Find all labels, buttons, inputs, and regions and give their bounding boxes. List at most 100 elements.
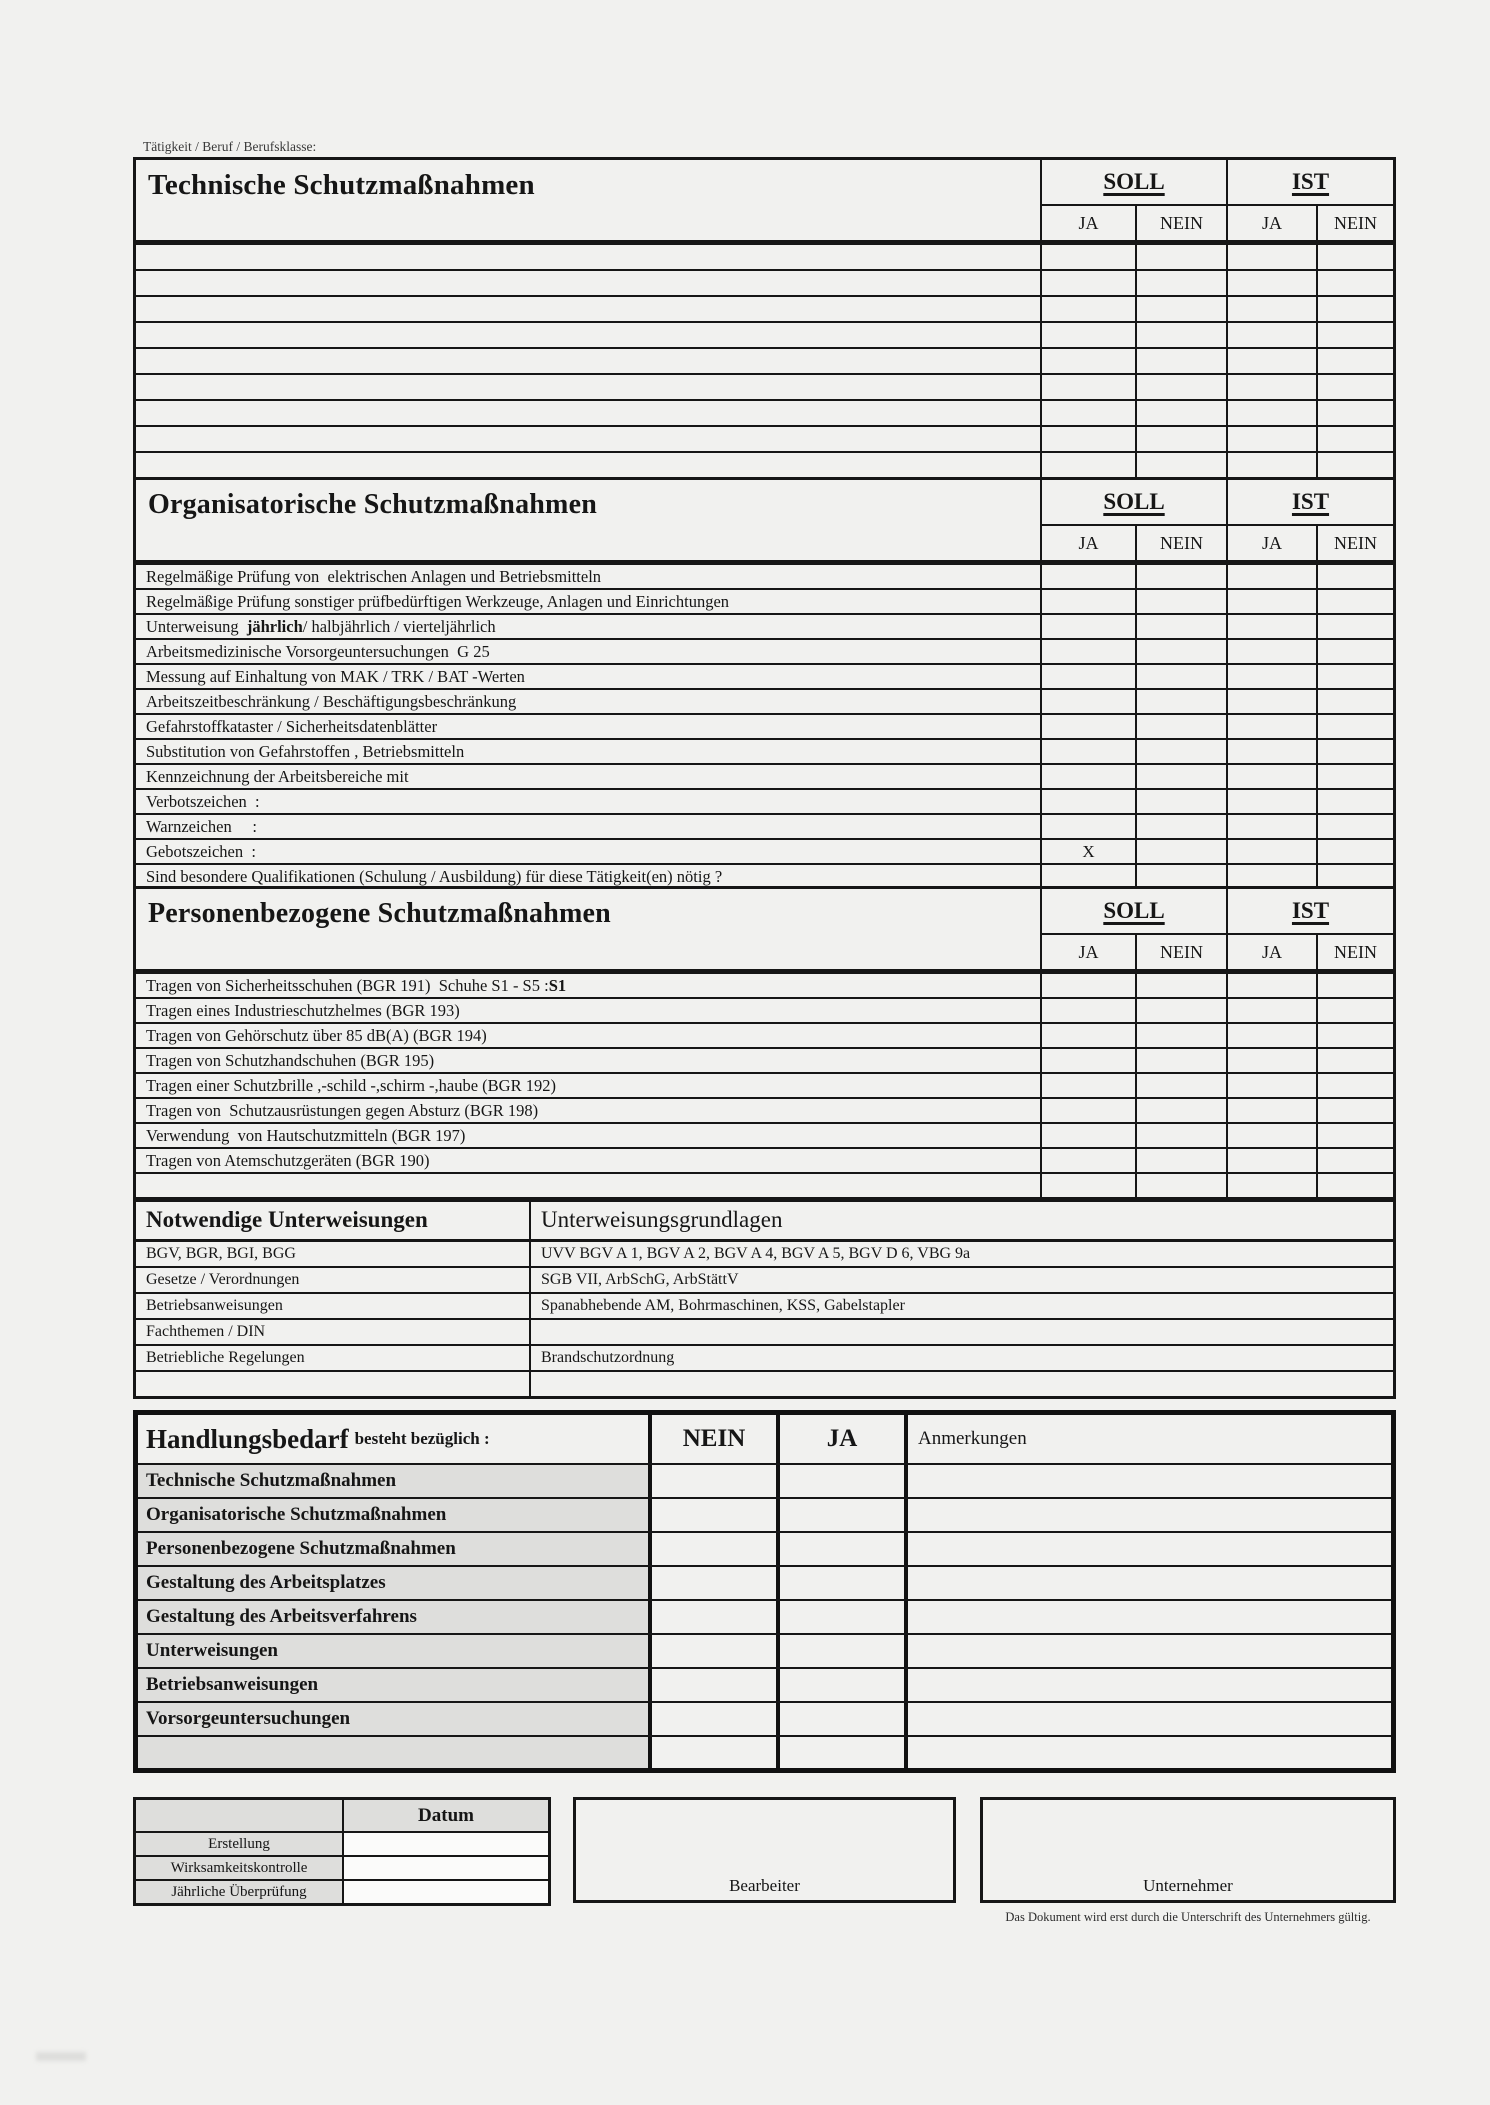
table-row: Technische Schutzmaßnahmen <box>138 1463 1391 1497</box>
table-row: Gebotszeichen :X <box>136 838 1393 863</box>
cell-soll-nein <box>1137 815 1228 838</box>
cell-soll-ja <box>1042 765 1137 788</box>
datum-header-row: Datum <box>136 1800 548 1831</box>
col-header-ist-ja: JA <box>1228 935 1318 969</box>
cell-anmerkungen <box>908 1499 1391 1531</box>
row-label: Arbeitszeitbeschränkung / Beschäftigungs… <box>136 690 1042 713</box>
empty-row <box>136 425 1393 451</box>
row-label: Sind besondere Qualifikationen (Schulung… <box>136 865 1042 888</box>
cell-soll-nein <box>1137 999 1228 1022</box>
row-label: Unterweisung jährlich / halbjährlich / v… <box>136 615 1042 638</box>
cell-ist-ja <box>1228 665 1318 688</box>
cell-ist-ja <box>1228 840 1318 863</box>
cell-ist-ja <box>1228 815 1318 838</box>
table-row: Betriebsanweisungen <box>138 1667 1391 1701</box>
cell-ist-nein <box>1318 865 1393 888</box>
cell-soll-ja <box>1042 690 1137 713</box>
validity-note: Das Dokument wird erst durch die Untersc… <box>1005 1910 1371 1924</box>
row-label: Regelmäßige Prüfung sonstiger prüfbedürf… <box>136 590 1042 613</box>
cell-nein <box>652 1669 780 1701</box>
cell-anmerkungen <box>908 1533 1391 1565</box>
col-header-soll-nein: NEIN <box>1137 935 1228 969</box>
col-header-ist-nein: NEIN <box>1334 212 1377 233</box>
cell-ist-ja <box>1228 765 1318 788</box>
cell-ist-nein <box>1318 690 1393 713</box>
cell-ist-nein <box>1318 765 1393 788</box>
cell-anmerkungen <box>908 1669 1391 1701</box>
table-row: Verbotszeichen : <box>136 788 1393 813</box>
cell-soll-nein <box>1137 840 1228 863</box>
cell-ist-ja <box>1228 1099 1318 1122</box>
cell-ist-ja <box>1228 615 1318 638</box>
row-label: Tragen eines Industrieschutzhelmes (BGR … <box>136 999 1042 1022</box>
date-field <box>344 1833 548 1855</box>
cell-soll-nein <box>1137 715 1228 738</box>
col-header-ist-ja: JA <box>1228 526 1318 560</box>
cell-ja <box>780 1465 908 1497</box>
col-header-ist: IST <box>1291 898 1330 923</box>
cell-soll-nein <box>1137 1099 1228 1122</box>
col-header-ja: JA <box>780 1415 908 1463</box>
cell-ist-nein <box>1318 840 1393 863</box>
bearbeiter-label: Bearbeiter <box>729 1876 800 1895</box>
col-header-soll: SOLL <box>1042 160 1228 204</box>
col-header-ist-ja: JA <box>1228 206 1318 240</box>
table-row: Sind besondere Qualifikationen (Schulung… <box>136 863 1393 888</box>
table-row: Personenbezogene Schutzmaßnahmen <box>138 1531 1391 1565</box>
cell-ist-ja <box>1228 565 1318 588</box>
cell-anmerkungen <box>908 1465 1391 1497</box>
cell-ist-nein <box>1318 665 1393 688</box>
cell-ist-nein <box>1318 740 1393 763</box>
handlungsbedarf-header: Handlungsbedarf besteht bezüglich : NEIN… <box>138 1415 1391 1463</box>
row-label: Gefahrstoffkataster / Sicherheitsdatenbl… <box>136 715 1042 738</box>
cell-ist-nein <box>1318 1024 1393 1047</box>
table-row: Betriebsanweisungen Spanabhebende AM, Boh… <box>136 1292 1393 1318</box>
cell-ist-nein <box>1318 1049 1393 1072</box>
cell-ist-ja <box>1228 590 1318 613</box>
cell-ja <box>780 1669 908 1701</box>
cell-ist-ja <box>1228 690 1318 713</box>
table-row: Organisatorische Schutzmaßnahmen <box>138 1497 1391 1531</box>
table-row: Tragen von Gehörschutz über 85 dB(A) (BG… <box>136 1022 1393 1047</box>
section-organisatorische: Organisatorische Schutzmaßnahmen SOLL IS… <box>133 477 1396 891</box>
col-header-ist-nein: NEIN <box>1334 532 1377 553</box>
cell-ist-ja <box>1228 1049 1318 1072</box>
cell-nein <box>652 1465 780 1497</box>
datum-header: Datum <box>418 1804 474 1826</box>
cell-ist-nein <box>1318 1099 1393 1122</box>
cell-soll-nein <box>1137 790 1228 813</box>
date-field <box>344 1857 548 1879</box>
empty-row <box>136 295 1393 321</box>
table-row: Jährliche Überprüfung <box>136 1879 548 1903</box>
cell-soll-ja <box>1042 640 1137 663</box>
col-header-ist: IST <box>1291 169 1330 194</box>
empty-row <box>136 321 1393 347</box>
datum-table: Datum Erstellung Wirksamkeitskontrolle J… <box>133 1797 551 1906</box>
cell-soll-nein <box>1137 1074 1228 1097</box>
table-row: Kennzeichnung der Arbeitsbereiche mit <box>136 763 1393 788</box>
row-label: Gebotszeichen : <box>136 840 1042 863</box>
cell-soll-ja <box>1042 815 1137 838</box>
cell-ist-ja <box>1228 999 1318 1022</box>
table-row: Erstellung <box>136 1831 548 1855</box>
cell-soll-nein <box>1137 1149 1228 1172</box>
cell-soll-ja <box>1042 1049 1137 1072</box>
section-header: Organisatorische Schutzmaßnahmen SOLL IS… <box>136 480 1393 563</box>
cell-ja <box>780 1499 908 1531</box>
occupation-label: Tätigkeit / Beruf / Berufsklasse: <box>143 139 317 154</box>
signature-box-unternehmer: Unternehmer <box>980 1797 1396 1903</box>
cell-ist-nein <box>1318 1124 1393 1147</box>
cell-soll-ja <box>1042 715 1137 738</box>
section-title-technische: Technische Schutzmaßnahmen <box>148 169 535 201</box>
col-header-anmerkungen: Anmerkungen <box>918 1428 1027 1449</box>
cell-soll-nein <box>1137 740 1228 763</box>
date-field <box>344 1881 548 1903</box>
cell-soll-ja <box>1042 1124 1137 1147</box>
empty-row <box>138 1735 1391 1768</box>
row-label: Regelmäßige Prüfung von elektrischen Anl… <box>136 565 1042 588</box>
scan-smudge <box>36 2052 86 2061</box>
cell-ist-ja <box>1228 640 1318 663</box>
cell-soll-ja <box>1042 615 1137 638</box>
handlungsbedarf-title: Handlungsbedarf <box>146 1423 349 1454</box>
table-row: Verwendung von Hautschutzmitteln (BGR 19… <box>136 1122 1393 1147</box>
